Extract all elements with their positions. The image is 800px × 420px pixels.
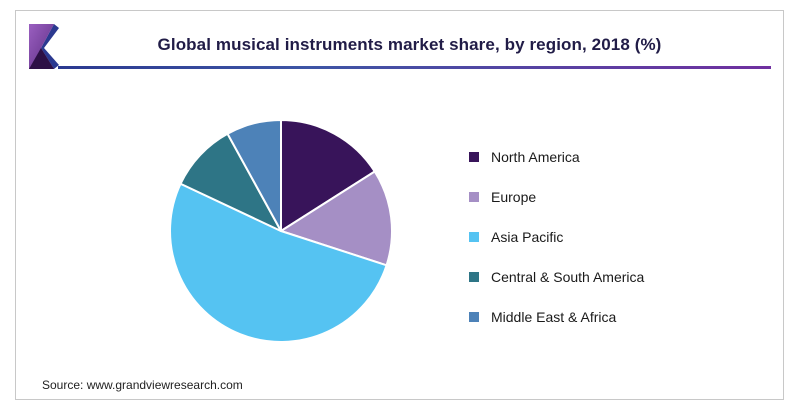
pie-slice-europe (280, 170, 393, 267)
chart-card: Global musical instruments market share,… (15, 10, 784, 400)
source-note: Source: www.grandviewresearch.com (42, 378, 243, 392)
legend-label: Middle East & Africa (491, 309, 617, 325)
legend-swatch-asia-pacific (469, 232, 479, 242)
legend-item-middle-east-africa: Middle East & Africa (469, 307, 644, 327)
legend-item-central-south-america: Central & South America (469, 267, 644, 287)
legend-swatch-europe (469, 192, 479, 202)
header-rule (58, 66, 771, 69)
legend-item-europe: Europe (469, 187, 644, 207)
pie-slice-asia-pacific (169, 182, 388, 343)
legend: North America Europe Asia Pacific Central &… (469, 147, 644, 327)
legend-label: Asia Pacific (491, 229, 564, 245)
pie-chart (169, 119, 393, 343)
legend-swatch-middle-east-africa (469, 312, 479, 322)
pie-slice-north-america (280, 119, 376, 232)
legend-label: North America (491, 149, 580, 165)
chart-title: Global musical instruments market share,… (157, 35, 662, 54)
grandview-research-logo-icon (29, 24, 59, 69)
legend-label: Central & South America (491, 269, 645, 285)
legend-swatch-central-south-america (469, 272, 479, 282)
legend-item-asia-pacific: Asia Pacific (469, 227, 644, 247)
legend-item-north-america: North America (469, 147, 644, 167)
legend-swatch-north-america (469, 152, 479, 162)
legend-label: Europe (491, 189, 537, 205)
pie-slice-middle-east-africa (226, 119, 282, 232)
